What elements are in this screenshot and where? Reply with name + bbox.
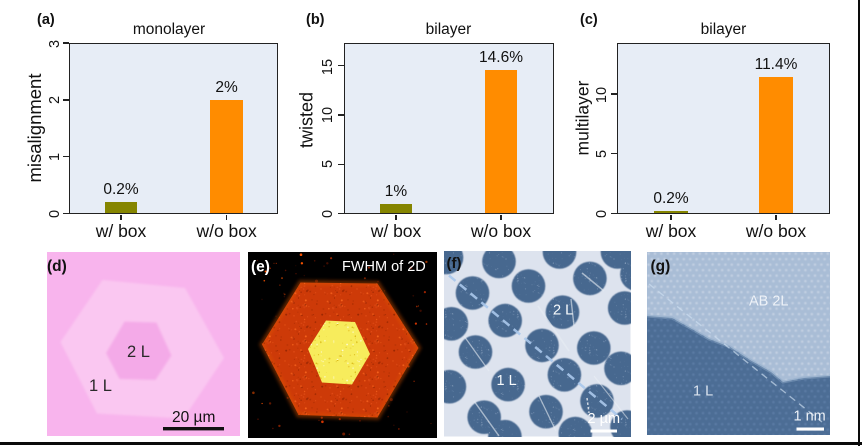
svg-text:1 L: 1 L: [497, 373, 517, 389]
svg-text:1 L: 1 L: [89, 377, 112, 395]
svg-text:2 µm: 2 µm: [588, 411, 621, 427]
svg-text:1 L: 1 L: [693, 384, 713, 400]
svg-text:(g): (g): [650, 258, 670, 275]
svg-text:20 µm: 20 µm: [172, 409, 215, 426]
svg-text:(d): (d): [47, 258, 67, 275]
svg-text:(f): (f): [447, 255, 462, 272]
svg-text:1 nm: 1 nm: [793, 409, 825, 425]
svg-text:2 L: 2 L: [553, 303, 573, 319]
svg-text:AB 2L: AB 2L: [749, 294, 788, 310]
svg-text:2 L: 2 L: [127, 343, 150, 361]
svg-text:FWHM of 2D: FWHM of 2D: [342, 259, 426, 275]
svg-text:(e): (e): [251, 258, 270, 275]
